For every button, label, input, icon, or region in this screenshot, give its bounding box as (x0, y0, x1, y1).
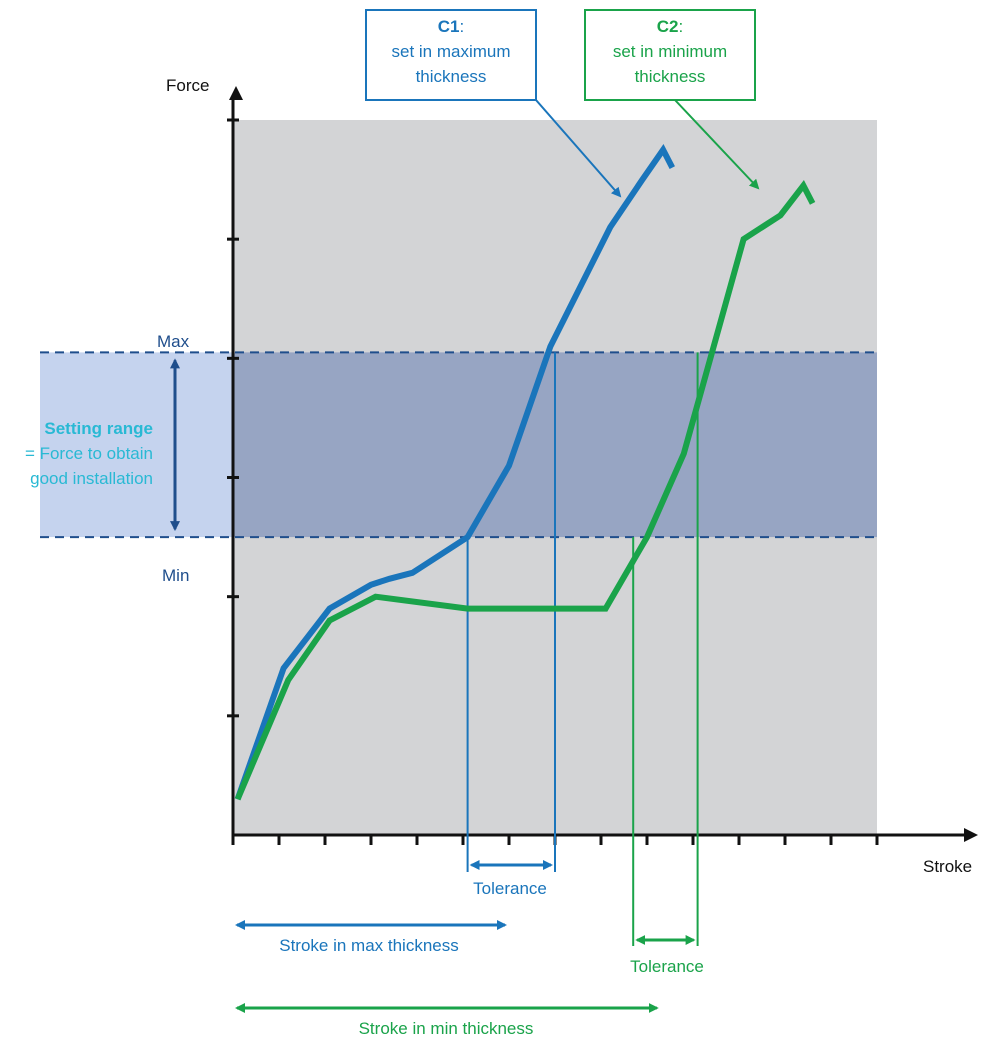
series-layer (234, 143, 816, 801)
x-ticks (231, 835, 879, 845)
c1-callout-line2: thickness (416, 67, 487, 86)
max-label: Max (157, 332, 190, 351)
tolerance-c1-label: Tolerance (473, 879, 547, 898)
stroke-max-label: Stroke in max thickness (279, 936, 459, 955)
drop-lines (466, 352, 699, 946)
stroke-min-label: Stroke in min thickness (359, 1019, 534, 1038)
series-c1-line (234, 143, 675, 801)
min-label: Min (162, 566, 189, 585)
force-axis-label: Force (166, 76, 209, 95)
series-c2-line (234, 179, 816, 801)
c1-callout-box (365, 9, 537, 101)
setting-range-title: Setting range (44, 419, 153, 438)
stroke-axis-label: Stroke (923, 857, 972, 876)
c2-callout-box (584, 9, 756, 101)
c1-colon: : (460, 17, 465, 36)
y-axis-arrowhead (229, 86, 243, 100)
c2-callout-line2: thickness (635, 67, 706, 86)
c1-title: C1 (438, 17, 460, 36)
c2-title: C2 (657, 17, 679, 36)
c1-callout-title: C1: (438, 17, 464, 36)
y-ticks (227, 118, 239, 718)
c2-callout-line1: set in minimum (613, 42, 727, 61)
x-axis-arrowhead (964, 828, 978, 842)
setting-range-desc-line1: = Force to obtain (25, 444, 153, 463)
setting-range-band-outside (40, 352, 233, 538)
c2-colon: : (679, 17, 684, 36)
c2-callout-pointer (674, 99, 760, 190)
c2-callout-title: C2: (657, 17, 683, 36)
c1-callout-line1: set in maximum (391, 42, 510, 61)
setting-range-desc-line2: good installation (30, 469, 153, 488)
c1-callout-pointer (535, 99, 622, 198)
tolerance-c2-label: Tolerance (630, 957, 704, 976)
